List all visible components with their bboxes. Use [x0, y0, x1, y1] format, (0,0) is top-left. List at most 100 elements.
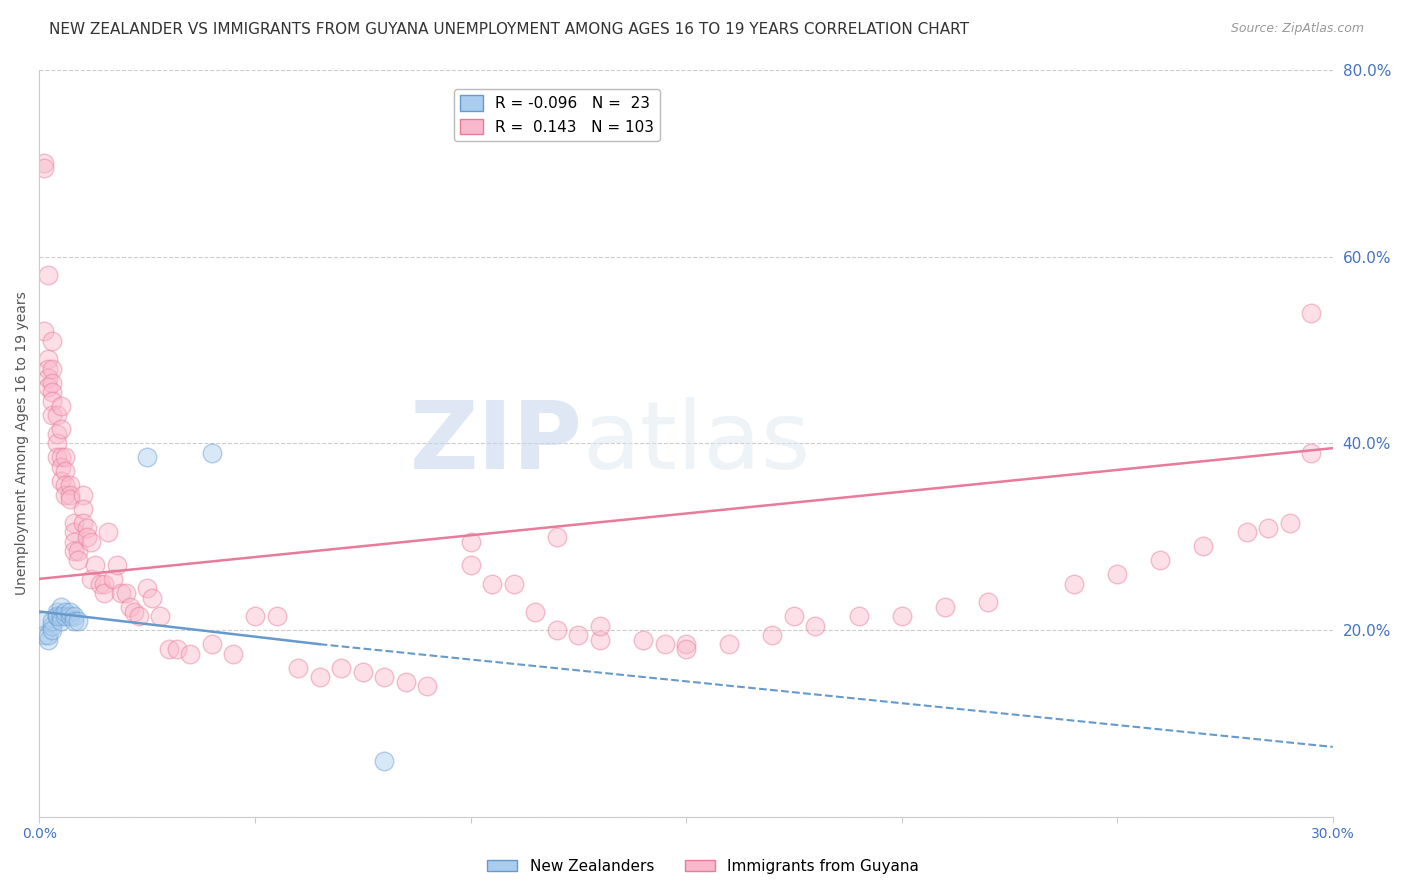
Point: [1107, 567, 1129, 582]
Point: [783, 609, 806, 624]
Point: [589, 618, 612, 632]
Point: [287, 660, 309, 674]
Point: [460, 534, 482, 549]
Point: [1301, 306, 1323, 320]
Point: [157, 641, 180, 656]
Point: [84, 558, 107, 572]
Point: [201, 637, 224, 651]
Point: [1192, 539, 1215, 553]
Legend: R = -0.096   N =  23, R =  0.143   N = 103: R = -0.096 N = 23, R = 0.143 N = 103: [454, 89, 659, 141]
Point: [631, 632, 654, 647]
Point: [330, 660, 353, 674]
Point: [141, 591, 163, 605]
Point: [41, 385, 63, 400]
Point: [546, 623, 568, 637]
Point: [804, 618, 827, 632]
Point: [45, 436, 67, 450]
Point: [63, 609, 86, 624]
Text: atlas: atlas: [582, 398, 811, 490]
Point: [67, 614, 90, 628]
Point: [49, 614, 72, 628]
Point: [41, 394, 63, 409]
Point: [58, 492, 80, 507]
Point: [179, 647, 201, 661]
Point: [72, 488, 94, 502]
Point: [118, 599, 141, 614]
Point: [53, 465, 76, 479]
Point: [37, 371, 59, 385]
Point: [934, 599, 956, 614]
Point: [524, 605, 547, 619]
Point: [63, 614, 86, 628]
Point: [53, 609, 76, 624]
Point: [136, 450, 159, 465]
Point: [49, 599, 72, 614]
Point: [1301, 446, 1323, 460]
Point: [37, 632, 59, 647]
Point: [58, 609, 80, 624]
Point: [1236, 525, 1258, 540]
Point: [72, 501, 94, 516]
Point: [53, 605, 76, 619]
Point: [128, 609, 150, 624]
Point: [37, 380, 59, 394]
Point: [122, 605, 145, 619]
Point: [41, 614, 63, 628]
Point: [41, 623, 63, 637]
Point: [110, 586, 132, 600]
Point: [41, 618, 63, 632]
Point: [114, 586, 136, 600]
Point: [58, 478, 80, 492]
Point: [37, 361, 59, 376]
Point: [589, 632, 612, 647]
Point: [105, 558, 128, 572]
Text: Source: ZipAtlas.com: Source: ZipAtlas.com: [1230, 22, 1364, 36]
Point: [93, 576, 115, 591]
Point: [45, 605, 67, 619]
Point: [32, 628, 55, 642]
Point: [41, 409, 63, 423]
Point: [49, 399, 72, 413]
Point: [32, 156, 55, 170]
Point: [136, 581, 159, 595]
Point: [49, 459, 72, 474]
Y-axis label: Unemployment Among Ages 16 to 19 years: Unemployment Among Ages 16 to 19 years: [15, 292, 30, 595]
Point: [76, 520, 98, 534]
Point: [49, 609, 72, 624]
Point: [1149, 553, 1171, 567]
Point: [243, 609, 266, 624]
Point: [1257, 520, 1279, 534]
Point: [63, 544, 86, 558]
Point: [32, 614, 55, 628]
Point: [266, 609, 288, 624]
Point: [718, 637, 741, 651]
Point: [80, 534, 103, 549]
Point: [58, 488, 80, 502]
Point: [201, 446, 224, 460]
Point: [45, 609, 67, 624]
Point: [848, 609, 870, 624]
Point: [41, 334, 63, 348]
Point: [49, 474, 72, 488]
Point: [72, 516, 94, 530]
Point: [373, 670, 395, 684]
Point: [654, 637, 676, 651]
Point: [502, 576, 524, 591]
Point: [93, 586, 115, 600]
Point: [675, 641, 697, 656]
Point: [97, 525, 120, 540]
Legend: New Zealanders, Immigrants from Guyana: New Zealanders, Immigrants from Guyana: [481, 853, 925, 880]
Point: [45, 609, 67, 624]
Text: NEW ZEALANDER VS IMMIGRANTS FROM GUYANA UNEMPLOYMENT AMONG AGES 16 TO 19 YEARS C: NEW ZEALANDER VS IMMIGRANTS FROM GUYANA …: [49, 22, 969, 37]
Point: [63, 516, 86, 530]
Point: [53, 450, 76, 465]
Point: [460, 558, 482, 572]
Point: [76, 530, 98, 544]
Point: [45, 409, 67, 423]
Point: [53, 488, 76, 502]
Point: [37, 352, 59, 367]
Point: [67, 553, 90, 567]
Point: [67, 544, 90, 558]
Point: [53, 478, 76, 492]
Point: [80, 572, 103, 586]
